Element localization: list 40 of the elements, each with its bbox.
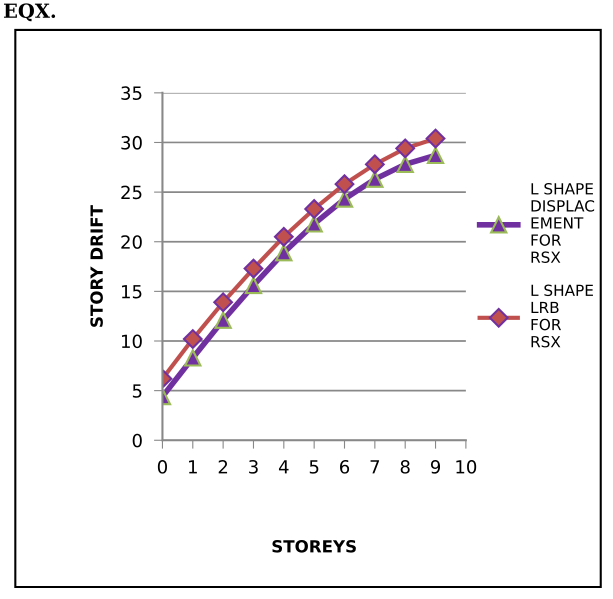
legend-label: L SHAPE LRB FOR RSX <box>532 284 593 348</box>
y-axis-title: STORY DRIFT <box>90 205 103 327</box>
point <box>244 276 262 294</box>
y-tick-label: 5 <box>132 384 142 398</box>
y-tick-label: 0 <box>132 434 142 448</box>
x-tick-label: 9 <box>430 460 440 474</box>
y-tick-label: 10 <box>122 334 142 348</box>
point <box>214 311 232 329</box>
x-tick-label: 8 <box>400 460 410 474</box>
y-tick-label: 20 <box>121 235 142 249</box>
point <box>274 226 294 247</box>
point <box>366 170 384 188</box>
point <box>426 146 444 164</box>
x-tick-label: 4 <box>278 460 289 474</box>
point <box>184 349 202 367</box>
point <box>304 199 324 219</box>
point <box>244 258 264 278</box>
y-tick-label: 35 <box>121 86 142 100</box>
x-tick-label: 6 <box>340 460 350 474</box>
x-tick-label: 3 <box>249 460 258 474</box>
x-axis-title: STOREYS <box>272 540 356 553</box>
x-tick-label: 7 <box>370 460 380 474</box>
point <box>396 156 414 173</box>
text: EQX. <box>4 3 56 22</box>
point <box>275 244 293 262</box>
y-tick-label: 25 <box>121 186 142 200</box>
x-tick-label: 2 <box>218 460 228 474</box>
x-tick-label: 5 <box>310 460 318 474</box>
y-tick-label: 15 <box>122 285 142 298</box>
x-tick-label: 10 <box>456 460 476 474</box>
point <box>426 128 446 148</box>
point <box>334 174 354 194</box>
x-tick-label: 0 <box>158 460 167 474</box>
point <box>213 292 234 312</box>
point <box>395 138 416 158</box>
y-tick-label: 30 <box>121 136 142 150</box>
legend-label: L SHAPE DISPLAC EMENT FOR RSX <box>532 182 594 263</box>
point <box>364 154 385 174</box>
point <box>182 329 203 349</box>
x-tick-label: 1 <box>189 460 197 474</box>
